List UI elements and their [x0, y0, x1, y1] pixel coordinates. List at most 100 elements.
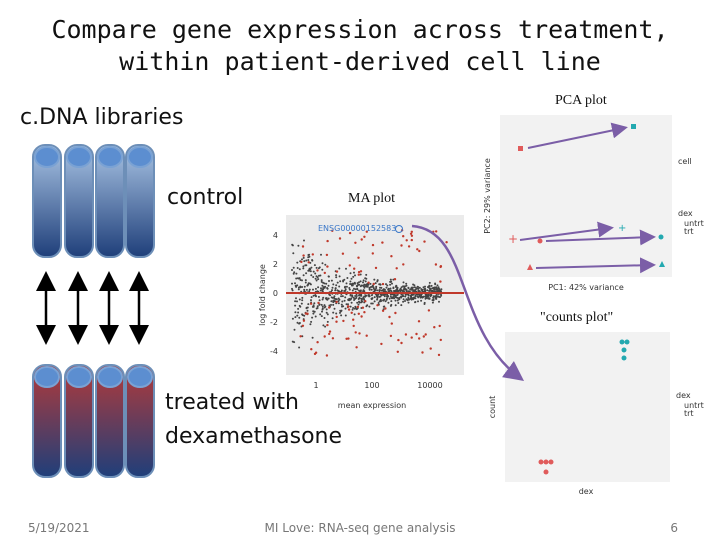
x-tick: 10000 — [417, 381, 442, 390]
ma-dot-sig — [348, 264, 351, 267]
heading: c.DNA libraries — [20, 105, 183, 130]
ma-dot-sig — [376, 304, 379, 307]
ma-dot — [386, 284, 389, 287]
ma-dot — [314, 294, 317, 296]
ma-dot — [312, 310, 315, 313]
ma-dot — [394, 296, 397, 299]
ma-dot-sig — [445, 241, 448, 244]
ma-dot — [417, 286, 420, 288]
ma-dot — [412, 286, 414, 289]
legend-entry: trt — [684, 227, 694, 236]
ma-dot — [299, 286, 302, 289]
ma-label: MA plot — [348, 191, 395, 206]
ma-dot-sig — [390, 255, 393, 258]
ma-dot-sig — [361, 306, 365, 309]
arrow — [545, 229, 656, 246]
ma-dot — [422, 286, 425, 289]
ma-dot — [354, 274, 356, 277]
ma-dot — [429, 288, 432, 291]
ma-dot — [429, 294, 432, 296]
ma-dot — [389, 280, 392, 283]
ma-dot — [405, 284, 408, 287]
legend-entry: trt — [684, 409, 694, 418]
ma-dot — [330, 279, 333, 282]
ma-dot-sig — [307, 261, 310, 264]
ma-dot — [340, 309, 343, 312]
ma-dot — [296, 267, 299, 269]
ma-dot-sig — [433, 326, 436, 329]
ma-dot — [363, 290, 366, 293]
ma-dot — [368, 288, 371, 291]
ma-dot — [350, 277, 353, 280]
ma-dot — [330, 303, 332, 306]
ma-dot — [321, 298, 324, 301]
ma-dot — [301, 286, 304, 288]
ma-dot — [363, 286, 366, 289]
arrow — [535, 257, 656, 274]
ma-dot — [368, 305, 371, 308]
ma-dot-sig — [416, 248, 419, 251]
ma-dot — [424, 287, 427, 290]
ma-dot — [395, 285, 398, 288]
ma-dot — [318, 299, 321, 302]
ma-dot — [340, 303, 343, 306]
ma-dot — [310, 274, 313, 277]
ma-dot — [337, 302, 340, 305]
ma-dot — [353, 313, 356, 316]
ma-dot — [317, 267, 320, 270]
ma-dot-sig — [347, 308, 351, 311]
ma-dot — [298, 322, 301, 325]
tube — [64, 144, 94, 258]
ma-dot — [321, 262, 324, 265]
ma-dot — [404, 285, 406, 288]
ma-dot-sig — [350, 311, 353, 314]
ma-dot-sig — [423, 240, 426, 243]
ma-dot — [301, 313, 304, 316]
ma-dot-sig — [353, 267, 356, 270]
ma-dot — [323, 282, 326, 285]
ma-dot-sig — [306, 312, 309, 315]
ma-dot — [359, 280, 362, 283]
ma-dot — [332, 311, 335, 314]
ma-dot — [412, 283, 415, 286]
ma-dot-sig — [302, 254, 305, 257]
ma-dot — [314, 272, 317, 275]
ma-dot — [327, 297, 330, 300]
ma-dot — [371, 284, 374, 287]
ma-dot-sig — [384, 307, 387, 310]
ma-dot-sig — [358, 332, 361, 335]
ma-dot — [295, 272, 298, 275]
ma-dot — [303, 285, 306, 288]
ma-dot — [331, 286, 334, 289]
ma-dot — [314, 287, 317, 290]
ma-dot — [357, 303, 360, 306]
ma-dot — [297, 307, 300, 310]
ma-dot — [432, 298, 435, 301]
ma-dot — [370, 294, 373, 297]
ma-dot — [298, 277, 300, 280]
x-axis-label: dex — [579, 487, 594, 496]
ma-dot — [399, 288, 402, 291]
ma-dot — [372, 286, 375, 289]
ma-dot — [297, 288, 300, 291]
ma-dot — [310, 296, 313, 299]
ma-dot — [341, 295, 344, 298]
ma-dot — [343, 299, 346, 302]
ma-dot-sig — [341, 252, 345, 255]
ma-dot — [353, 287, 355, 290]
ma-dot — [384, 300, 387, 303]
ma-dot-sig — [326, 265, 329, 268]
ma-dot — [315, 266, 318, 269]
ma-dot — [298, 304, 301, 307]
ma-dot — [389, 304, 392, 307]
ma-dot-sig — [354, 241, 357, 244]
point — [527, 264, 533, 270]
tube-cap — [127, 366, 153, 388]
ma-dot-sig — [328, 306, 331, 309]
ma-dot — [333, 307, 336, 310]
ma-dot — [354, 305, 357, 308]
ma-dot — [413, 296, 416, 299]
ma-dot — [338, 285, 341, 288]
ma-dot — [427, 294, 430, 297]
ma-dot — [431, 287, 434, 290]
